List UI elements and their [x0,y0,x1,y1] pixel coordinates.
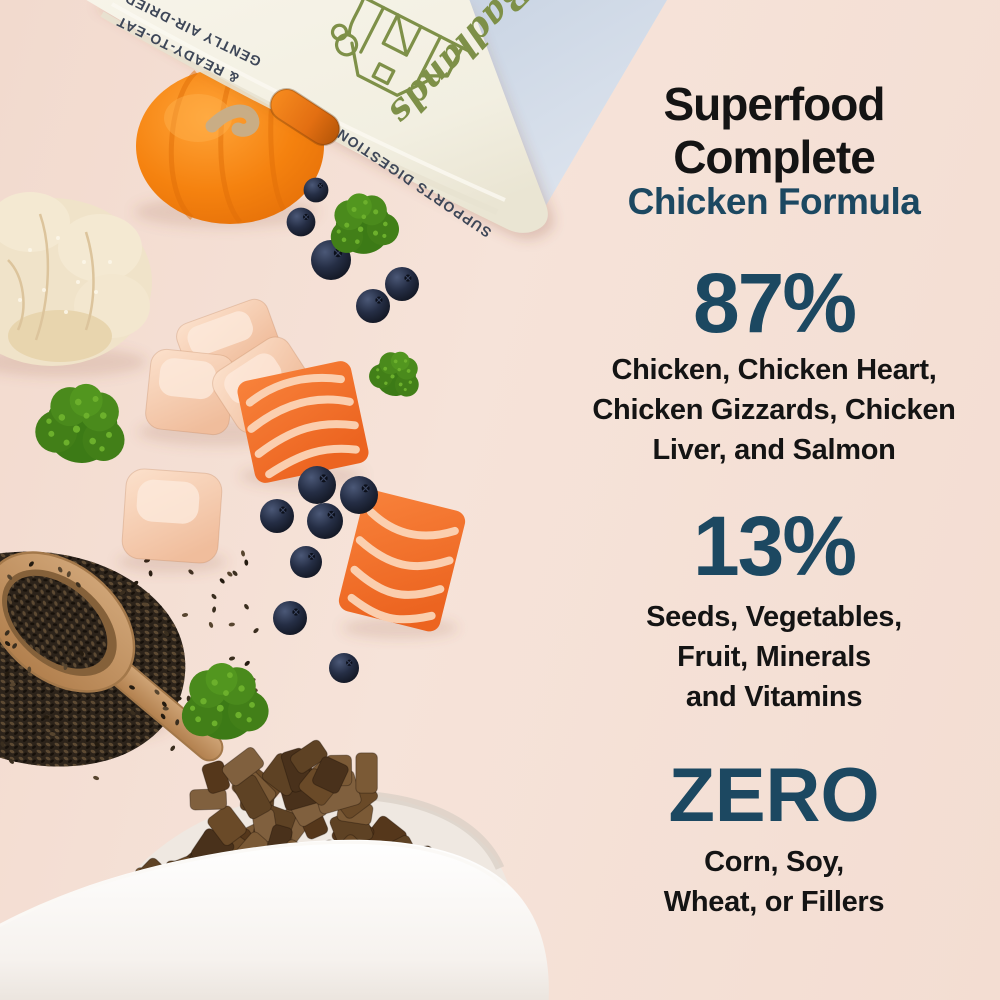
headline-line2: Complete [673,130,876,183]
broccoli-floret [30,376,134,471]
bowl-front [0,839,549,1000]
chia-seeds-on-wooden-spoon [0,547,259,785]
pumpkin-stem [205,104,260,137]
subtitle: Chicken Formula [627,181,921,222]
stat-87-desc-line: Liver, and Salmon [652,434,896,467]
stat-zero-desc: Corn, Soy, Wheat, or Fillers [556,842,992,922]
stat-87-desc-line: Chicken Gizzards, Chicken [592,394,956,427]
barn-line-art [330,0,473,97]
stat-zero-value: ZERO [668,753,880,838]
stat-87-desc-line: Chicken, Chicken Heart, [611,354,937,386]
stat-13-desc-line: and Vitamins [685,681,863,714]
product-pouch [86,0,555,240]
headline-line1: Superfood [663,78,886,130]
stat-13-desc-line: Fruit, Minerals [677,641,871,674]
stat-13-desc-line: Seeds, Vegetables, [646,601,902,633]
chicken-breast-cubes [117,298,314,573]
stat-13-desc: Seeds, Vegetables, Fruit, Minerals and V… [556,597,992,717]
headline: Superfood Complete [556,78,992,184]
blue-backdrop [452,0,667,214]
stat-87-desc: Chicken, Chicken Heart, Chicken Gizzards… [556,350,992,470]
stat-13-value: 13% [692,499,857,593]
wooden-spoon [0,551,224,762]
salmon-cubes [237,361,466,639]
stat-zero-desc-line: Corn, Soy, [704,846,844,878]
cauliflower [0,192,152,377]
seed-scatter [0,547,259,785]
stat-87-value: 87% [692,256,857,350]
stat-zero-desc-line: Wheat, or Fillers [663,886,885,919]
hang-hole [269,88,341,146]
